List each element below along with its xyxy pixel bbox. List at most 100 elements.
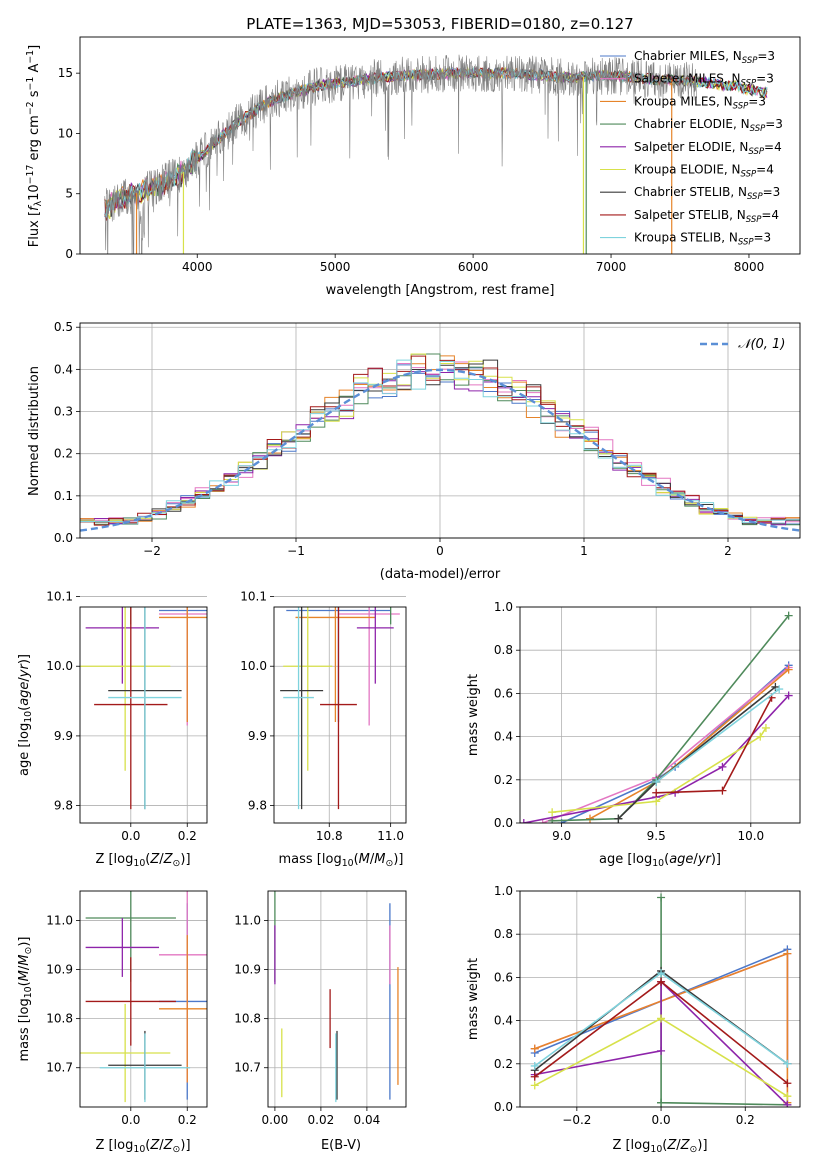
y-tick-label: 5 bbox=[65, 187, 73, 201]
weight-marker bbox=[530, 1061, 539, 1070]
y-tick-label: 10.1 bbox=[46, 590, 73, 604]
weight-z-x-axis-label: Z [log10​(Z/Z⊙​)] bbox=[612, 1138, 707, 1155]
weight-marker bbox=[784, 691, 793, 700]
y-tick-label: 0.0 bbox=[494, 816, 513, 830]
y-tick-label: 0 bbox=[65, 247, 73, 261]
histogram-step-line bbox=[80, 355, 800, 526]
weight-marker bbox=[657, 977, 666, 986]
y-tick-label: 9.9 bbox=[54, 729, 73, 743]
y-tick-label: 10.8 bbox=[46, 1012, 73, 1026]
legend-label: Kroupa ELODIE, NSSP=4 bbox=[634, 163, 774, 180]
y-tick-label: 9.9 bbox=[248, 729, 267, 743]
weight-marker bbox=[520, 819, 528, 823]
age-vs-mass-panel: 10.8 11.0 9.8 9.9 10.0 10.1 mass [log10​(M/M⊙​… bbox=[240, 590, 407, 869]
y-tick-label: 10.9 bbox=[46, 963, 73, 977]
weight-series-line bbox=[561, 664, 790, 823]
weight-marker bbox=[718, 786, 727, 795]
y-tick-label: 0.3 bbox=[54, 405, 73, 419]
x-tick-label: 10.0 bbox=[737, 829, 764, 843]
weight-marker bbox=[783, 1100, 792, 1107]
age-mass-x-axis-label: mass [log10​(M/M⊙​)] bbox=[279, 852, 404, 869]
weight-marker bbox=[586, 814, 594, 823]
spectrum-y-axis-label: Flux [fλ​10−17​ erg cm−2​ s−1​ A−1​] bbox=[25, 45, 44, 247]
x-tick-label: 10.8 bbox=[316, 829, 343, 843]
axes-frame bbox=[267, 890, 407, 1108]
legend-label: Chabrier STELIB, NSSP=3 bbox=[634, 185, 780, 202]
axes-frame bbox=[79, 890, 208, 1108]
x-tick-label: 9.5 bbox=[647, 829, 666, 843]
y-tick-label: 0.6 bbox=[494, 970, 513, 984]
y-tick-label: 1.0 bbox=[494, 600, 513, 614]
weight-marker bbox=[530, 1081, 539, 1090]
y-tick-label: 0.2 bbox=[54, 447, 73, 461]
axes-frame bbox=[79, 36, 801, 255]
y-tick-label: 15 bbox=[58, 66, 73, 80]
weight-marker bbox=[657, 1098, 666, 1107]
weight-marker bbox=[783, 949, 792, 958]
weight-z-y-axis-label: mass weight bbox=[466, 958, 481, 1040]
histogram-y-axis-label: Normed distribution bbox=[27, 366, 42, 496]
weight-vs-age-panel: 9.0 9.5 10.0 0.0 0.2 0.4 0.6 0.8 1.0 age [log10​(… bbox=[466, 600, 801, 869]
x-tick-label: 0.0 bbox=[121, 1113, 140, 1127]
weight-marker bbox=[652, 777, 661, 786]
weight-vs-z-panel: −0.2 0.0 0.2 0.0 0.2 0.4 0.6 0.8 1.0 Z [log10​(Z/… bbox=[466, 884, 801, 1155]
legend-label: Chabrier ELODIE, NSSP=3 bbox=[634, 117, 783, 134]
y-tick-label: 0.6 bbox=[494, 686, 513, 700]
y-tick-label: 0.5 bbox=[54, 320, 73, 334]
legend-label: Salpeter STELIB, NSSP=4 bbox=[634, 208, 779, 225]
weight-marker bbox=[783, 1059, 792, 1068]
y-tick-label: 0.8 bbox=[494, 927, 513, 941]
y-tick-label: 10.8 bbox=[234, 1012, 261, 1026]
weight-marker bbox=[530, 1072, 539, 1081]
y-tick-label: 9.8 bbox=[54, 799, 73, 813]
weight-marker bbox=[784, 665, 793, 674]
spectrum-x-axis-label: wavelength [Angstrom, rest frame] bbox=[326, 283, 555, 298]
x-tick-label: 0.2 bbox=[178, 829, 197, 843]
x-tick-label: 11.0 bbox=[377, 829, 404, 843]
weight-marker bbox=[652, 788, 661, 797]
y-tick-label: 11.0 bbox=[46, 913, 73, 927]
weight-marker bbox=[783, 1079, 792, 1088]
weight-marker bbox=[657, 1046, 666, 1055]
x-tick-label: 5000 bbox=[320, 260, 351, 274]
weight-marker bbox=[783, 1092, 792, 1101]
mass-z-y-axis-label: mass [log10​(M/M⊙​)] bbox=[17, 937, 34, 1062]
legend-label: Kroupa MILES, NSSP=3 bbox=[634, 94, 766, 111]
histogram-panel: −2 −1 0 1 2 0.0 0.1 0.2 0.3 0.4 0.5 𝒩(0, 1) (data-mo… bbox=[27, 320, 801, 582]
y-tick-label: 0.2 bbox=[494, 773, 513, 787]
x-tick-label: 0.0 bbox=[652, 1113, 671, 1127]
x-tick-label: 4000 bbox=[182, 260, 213, 274]
axes-frame bbox=[519, 890, 801, 1108]
legend-label: Salpeter ELODIE, NSSP=4 bbox=[634, 140, 782, 157]
x-tick-label: −1 bbox=[287, 544, 305, 558]
mass-vs-z-plot-area bbox=[80, 891, 207, 1103]
observed-spectrum-line bbox=[104, 54, 697, 254]
weight-age-y-axis-label: mass weight bbox=[466, 674, 481, 756]
weight-marker bbox=[652, 797, 661, 806]
x-tick-label: 8000 bbox=[734, 260, 765, 274]
x-tick-label: 0.00 bbox=[262, 1113, 289, 1127]
x-tick-label: 2 bbox=[724, 544, 732, 558]
weight-series-line bbox=[617, 686, 776, 820]
mass-z-x-axis-label: Z [log10​(Z/Z⊙​)] bbox=[95, 1138, 190, 1155]
y-tick-label: 0.8 bbox=[494, 643, 513, 657]
x-tick-label: −2 bbox=[143, 544, 161, 558]
weight-marker bbox=[657, 969, 666, 978]
spectrum-panel: 4000 5000 6000 7000 8000 0 5 10 15 wavelength [An… bbox=[25, 36, 801, 298]
axes-frame bbox=[519, 606, 801, 824]
y-tick-label: 0.1 bbox=[54, 489, 73, 503]
x-tick-label: −0.2 bbox=[562, 1113, 591, 1127]
legend-label: Kroupa STELIB, NSSP=3 bbox=[634, 231, 771, 248]
age-vs-z-panel: 0.0 0.2 9.8 9.9 10.0 10.1 Z [log10​(Z/Z⊙​)] age… bbox=[17, 590, 208, 869]
legend-label: Chabrier MILES, NSSP=3 bbox=[634, 49, 775, 66]
y-tick-label: 0.2 bbox=[494, 1057, 513, 1071]
x-tick-label: 7000 bbox=[596, 260, 627, 274]
x-tick-label: 9.0 bbox=[552, 829, 571, 843]
x-tick-label: 1 bbox=[580, 544, 588, 558]
y-tick-label: 9.8 bbox=[248, 799, 267, 813]
weight-marker bbox=[784, 611, 793, 620]
axes-frame bbox=[79, 606, 208, 824]
weight-series-line bbox=[552, 727, 767, 813]
y-tick-label: 10.9 bbox=[234, 963, 261, 977]
y-tick-label: 0.4 bbox=[494, 730, 513, 744]
